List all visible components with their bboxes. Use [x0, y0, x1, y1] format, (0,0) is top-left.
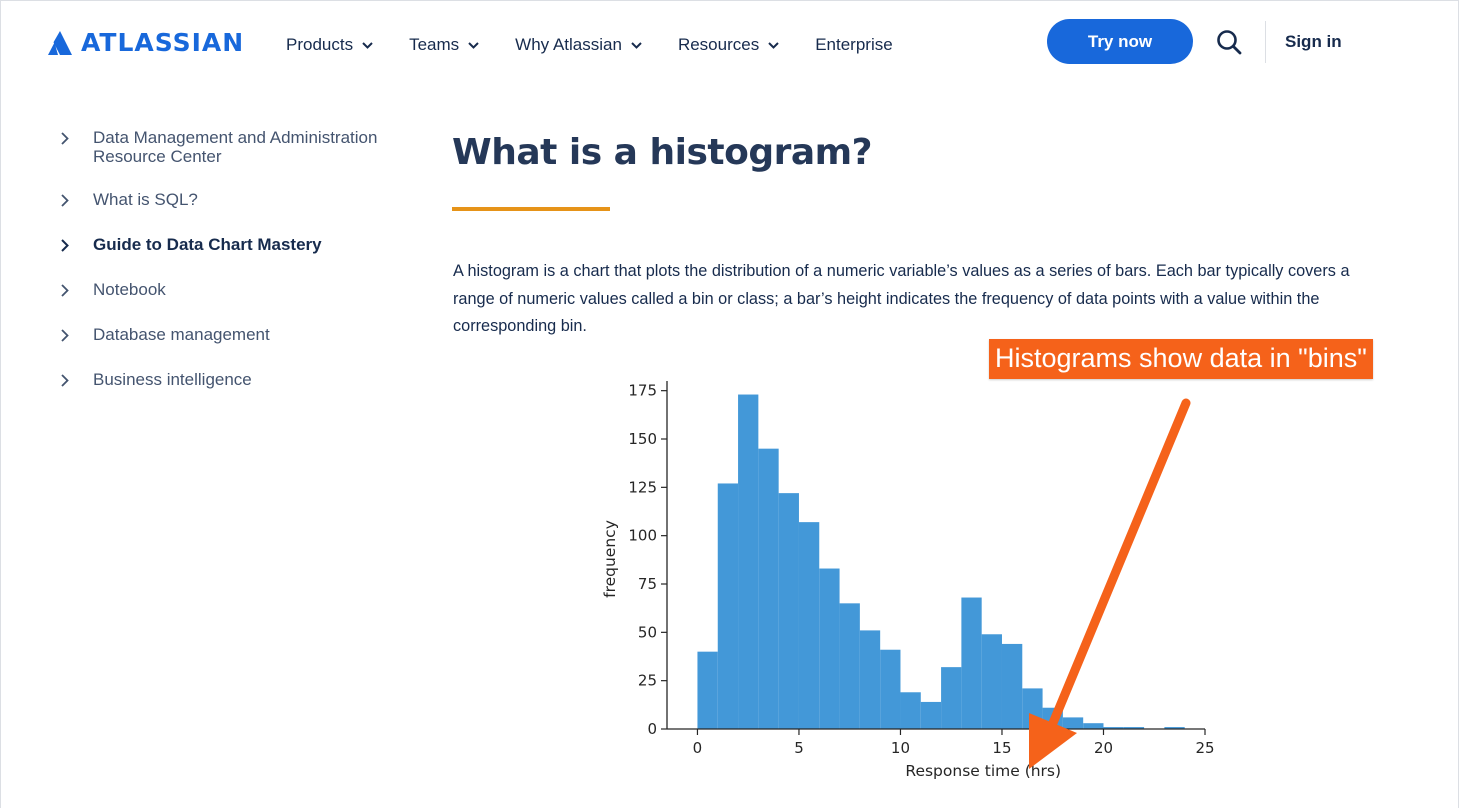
chevron-down-icon — [768, 41, 779, 49]
main-nav: Products Teams Why Atlassian Resources E… — [286, 35, 929, 55]
histogram-bar — [1062, 717, 1084, 729]
histogram-bar — [798, 522, 820, 729]
histogram-bar — [941, 667, 962, 729]
nav-teams[interactable]: Teams — [409, 35, 479, 55]
chevron-down-icon — [362, 41, 373, 49]
chevron-down-icon — [631, 41, 642, 49]
x-axis-label: Response time (hrs) — [905, 762, 1061, 780]
histogram-bar — [819, 568, 840, 729]
nav-resources-label: Resources — [677, 35, 760, 54]
nav-products-label: Products — [286, 35, 354, 54]
sidebar-item-label: What is SQL? — [93, 190, 198, 209]
nav-teams-label: Teams — [409, 35, 460, 54]
histogram-bar — [1103, 727, 1124, 729]
histogram-bar — [880, 649, 901, 729]
y-tick-label: 0 — [647, 720, 657, 738]
histogram-bar — [859, 630, 881, 729]
histogram-bar — [1164, 727, 1185, 729]
site-header: ATLASSIAN Products Teams Why Atlassian R… — [1, 1, 1458, 85]
sidebar-item-label: Data Management and Administration Resou… — [93, 128, 378, 166]
y-tick-label: 50 — [638, 623, 657, 641]
y-axis-label: frequency — [601, 520, 619, 598]
histogram-bar — [697, 651, 718, 729]
sidebar-item-data-management[interactable]: Data Management and Administration Resou… — [57, 128, 413, 166]
y-tick-label: 100 — [628, 527, 657, 545]
chevron-right-icon — [61, 374, 69, 387]
nav-why-atlassian[interactable]: Why Atlassian — [515, 35, 642, 55]
y-tick-label: 175 — [628, 382, 657, 400]
histogram-bar — [1042, 707, 1063, 729]
histogram-bar — [758, 448, 779, 729]
nav-enterprise-label: Enterprise — [815, 35, 893, 54]
nav-products[interactable]: Products — [286, 35, 373, 55]
histogram-bar — [1123, 727, 1145, 729]
x-tick-label: 15 — [992, 739, 1011, 757]
x-tick-label: 20 — [1094, 739, 1113, 757]
atlassian-logo[interactable]: ATLASSIAN — [47, 28, 244, 57]
sidebar-item-database-management[interactable]: Database management — [57, 325, 413, 344]
search-icon[interactable] — [1216, 29, 1242, 55]
annotation-callout: Histograms show data in "bins" — [989, 339, 1373, 379]
chevron-right-icon — [61, 284, 69, 297]
histogram-bar — [738, 394, 759, 729]
histogram-bar — [981, 634, 1002, 729]
sidebar-item-label: Business intelligence — [93, 370, 252, 389]
y-tick-label: 125 — [628, 478, 657, 496]
chevron-down-icon — [468, 41, 479, 49]
sidebar-item-notebook[interactable]: Notebook — [57, 280, 413, 299]
y-tick-label: 75 — [638, 575, 657, 593]
histogram-bar — [1001, 643, 1023, 729]
atlassian-logo-icon — [48, 30, 72, 55]
try-now-button[interactable]: Try now — [1047, 19, 1193, 64]
page-title: What is a histogram? — [452, 132, 873, 173]
histogram-chart: 0 25 50 75 100 125 150 175 0 5 10 15 20 25 Response ti… — [601, 381, 1215, 780]
title-underline — [452, 207, 610, 211]
logo-text: ATLASSIAN — [81, 28, 245, 57]
nav-enterprise[interactable]: Enterprise — [815, 35, 892, 55]
chevron-right-icon — [61, 329, 69, 342]
header-divider — [1265, 21, 1266, 63]
sidebar-item-label: Database management — [93, 325, 270, 344]
nav-resources[interactable]: Resources — [678, 35, 779, 55]
x-tick-label: 5 — [794, 739, 804, 757]
histogram-bar — [1022, 688, 1043, 729]
sidebar-item-label: Guide to Data Chart Mastery — [93, 235, 322, 254]
histogram-bar — [900, 692, 921, 729]
histogram-bar — [839, 603, 860, 729]
x-tick-label: 0 — [693, 739, 703, 757]
histogram-bar — [920, 701, 942, 729]
nav-why-atlassian-label: Why Atlassian — [515, 35, 622, 54]
histogram-bar — [961, 597, 982, 729]
sidebar-item-guide-to-data-chart-mastery[interactable]: Guide to Data Chart Mastery — [57, 235, 413, 254]
chevron-right-icon — [61, 239, 69, 252]
sidebar-item-business-intelligence[interactable]: Business intelligence — [57, 370, 413, 389]
chevron-right-icon — [61, 194, 69, 207]
sidebar-item-label: Notebook — [93, 280, 166, 299]
x-tick-label: 10 — [891, 739, 910, 757]
sidebar-item-what-is-sql[interactable]: What is SQL? — [57, 190, 413, 209]
x-tick-label: 25 — [1195, 739, 1214, 757]
histogram-bar — [717, 483, 739, 729]
y-tick-label: 150 — [628, 430, 657, 448]
intro-paragraph: A histogram is a chart that plots the di… — [453, 262, 1350, 335]
sign-in-link[interactable]: Sign in — [1285, 32, 1342, 51]
histogram-bar — [778, 493, 799, 729]
histogram-bar — [1083, 723, 1104, 729]
chevron-right-icon — [61, 132, 69, 145]
y-tick-label: 25 — [638, 672, 657, 690]
